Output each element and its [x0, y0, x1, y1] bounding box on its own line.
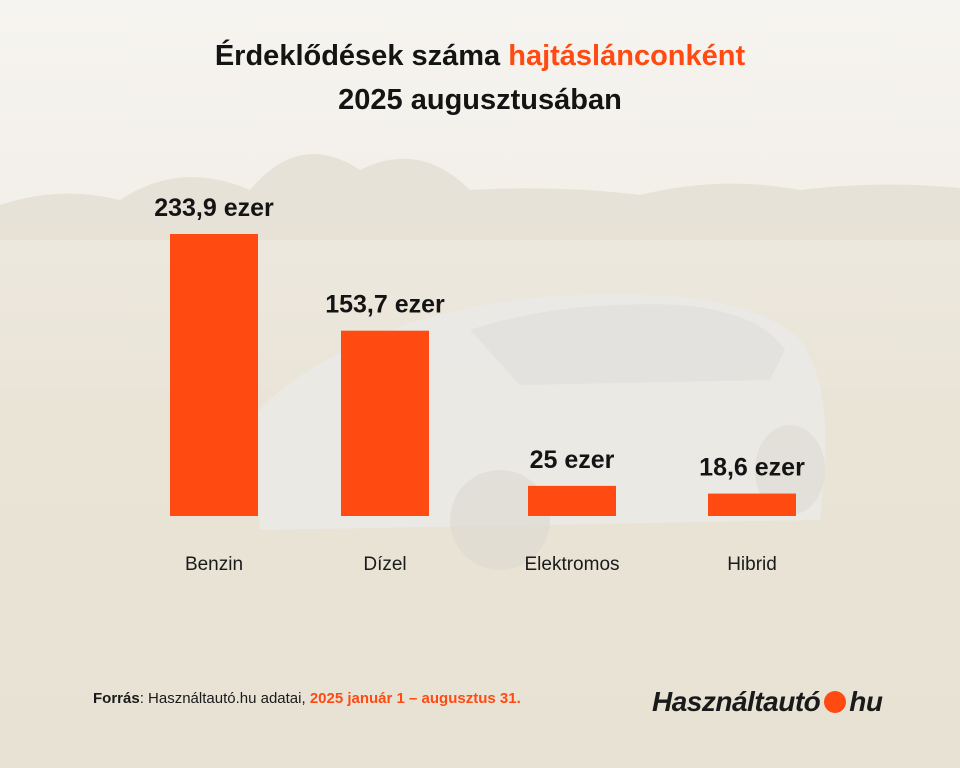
source-text: : Használtautó.hu adatai, — [139, 690, 310, 707]
logo-dot-icon — [824, 691, 847, 713]
title-prefix: Érdeklődések száma — [214, 40, 501, 72]
chart-title: Érdeklődések száma hajtáslánconként 2025… — [0, 34, 960, 122]
data-label: 153,7 ezer — [325, 291, 445, 319]
category-label: Elektromos — [524, 554, 619, 575]
category-label: Dízel — [363, 554, 406, 575]
category-label: Benzin — [185, 554, 243, 575]
source-period: 2025 január 1 – augusztus 31. — [309, 690, 521, 707]
category-label: Hibrid — [727, 554, 777, 575]
source-note: Forrás: Használtautó.hu adatai, 2025 jan… — [93, 690, 521, 707]
data-label: 233,9 ezer — [154, 194, 274, 222]
data-label: 18,6 ezer — [699, 454, 805, 482]
bar-benzin — [170, 234, 258, 516]
bar-hibrid — [708, 493, 796, 516]
bar-elektromos — [528, 485, 616, 516]
title-line-2: 2025 augusztusában — [338, 84, 622, 116]
logo-text-left: Használtautó — [652, 686, 821, 717]
bar-dízel — [341, 330, 429, 516]
title-accent: hajtáslánconként — [508, 40, 746, 72]
logo-text-right: hu — [849, 686, 883, 717]
source-label: Forrás — [93, 690, 140, 707]
data-label: 25 ezer — [530, 446, 615, 474]
title-line-1: Érdeklődések száma hajtáslánconként — [0, 34, 960, 78]
brand-logo: Használtautó hu — [652, 682, 883, 722]
